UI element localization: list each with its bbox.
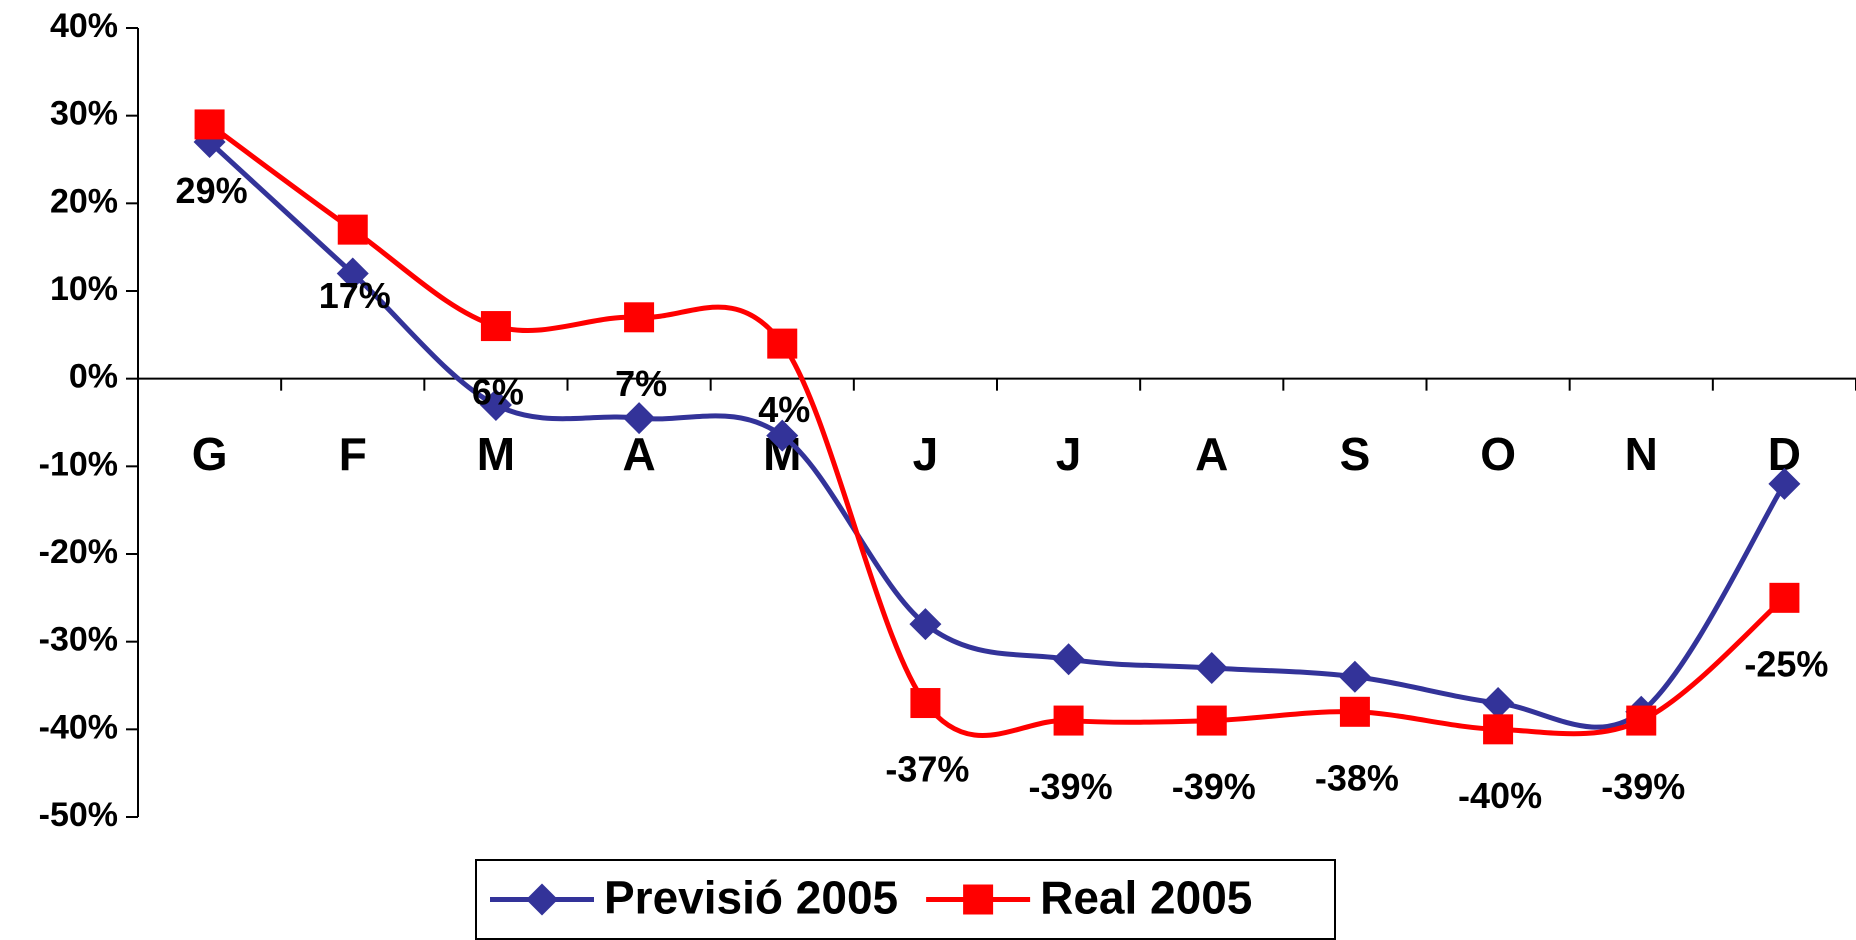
marker	[526, 883, 558, 916]
data-label: 4%	[758, 389, 810, 430]
y-tick-label: -40%	[39, 708, 118, 746]
data-label: -39%	[1172, 766, 1256, 807]
marker	[909, 608, 942, 641]
marker	[1338, 660, 1371, 693]
data-label: 7%	[615, 363, 667, 404]
data-label: -25%	[1744, 643, 1828, 684]
marker	[1339, 696, 1370, 727]
data-label: -37%	[885, 749, 969, 790]
marker	[337, 214, 368, 245]
marker	[963, 884, 994, 915]
marker	[480, 311, 511, 342]
x-tick-label: J	[913, 428, 939, 480]
y-tick-label: 40%	[50, 7, 118, 45]
data-label: -39%	[1601, 766, 1685, 807]
marker	[623, 402, 656, 435]
y-tick-label: -10%	[39, 445, 118, 483]
y-tick-label: 10%	[50, 270, 118, 308]
marker	[1482, 687, 1515, 720]
marker	[336, 257, 369, 290]
marker	[910, 688, 941, 719]
marker	[1626, 705, 1657, 736]
series-line	[207, 140, 1787, 730]
x-tick-label: S	[1340, 428, 1371, 480]
x-tick-label: J	[1056, 428, 1082, 480]
x-tick-label: N	[1625, 428, 1658, 480]
marker	[1052, 643, 1085, 676]
marker	[193, 125, 226, 158]
y-tick-label: 0%	[69, 358, 118, 396]
marker	[1196, 705, 1227, 736]
marker	[1053, 705, 1084, 736]
x-tick-label: A	[622, 428, 655, 480]
legend-label: Previsió 2005	[604, 872, 898, 924]
legend: Previsió 2005 Real 2005	[475, 859, 1336, 940]
marker	[1769, 582, 1800, 613]
y-tick-label: 30%	[50, 95, 118, 133]
x-tick-label: O	[1480, 428, 1516, 480]
y-tick-label: 20%	[50, 182, 118, 220]
x-tick-label: G	[192, 428, 228, 480]
marker	[1483, 714, 1514, 745]
marker	[766, 419, 799, 452]
data-label: -39%	[1029, 766, 1113, 807]
x-tick-label: A	[1195, 428, 1228, 480]
marker	[479, 388, 512, 421]
y-tick-label: -50%	[39, 796, 118, 834]
legend-box	[475, 859, 1336, 940]
data-label: -38%	[1315, 757, 1399, 798]
series-line	[208, 122, 1787, 738]
marker	[767, 328, 798, 359]
marker	[1195, 651, 1228, 684]
data-label: 17%	[319, 275, 391, 316]
marker	[624, 302, 655, 333]
data-label: 6%	[472, 372, 524, 413]
data-label: -40%	[1458, 775, 1542, 816]
y-tick-label: -30%	[39, 621, 118, 659]
marker	[194, 109, 225, 140]
x-tick-label: M	[477, 428, 515, 480]
legend-label: Real 2005	[1040, 872, 1252, 924]
data-label: 29%	[176, 170, 248, 211]
marker	[1768, 467, 1801, 500]
x-tick-label: F	[339, 428, 367, 480]
y-tick-label: -20%	[39, 533, 118, 571]
